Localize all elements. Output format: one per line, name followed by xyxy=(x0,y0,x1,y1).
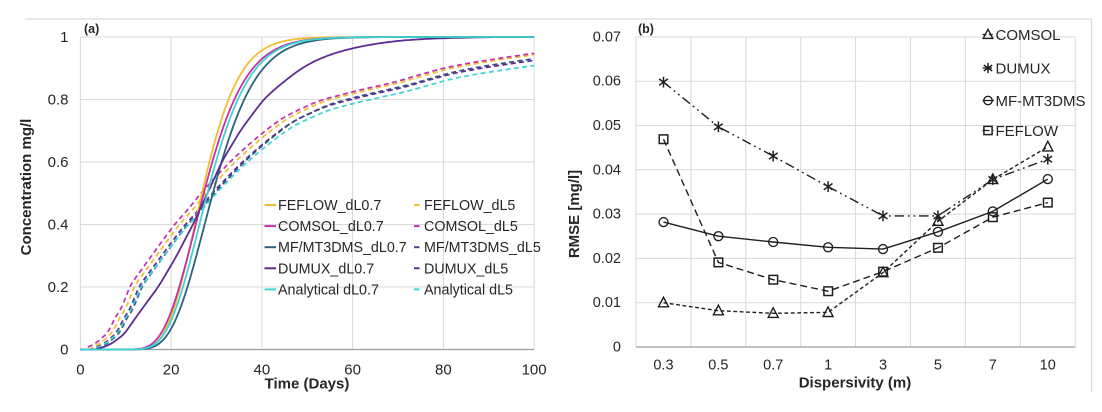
svg-text:0: 0 xyxy=(613,340,621,356)
svg-text:1: 1 xyxy=(60,29,68,46)
svg-text:0.04: 0.04 xyxy=(593,162,621,178)
svg-text:DUMUX: DUMUX xyxy=(996,61,1051,78)
svg-text:Time (Days): Time (Days) xyxy=(265,376,350,393)
svg-text:DUMUX_dL5: DUMUX_dL5 xyxy=(424,261,508,277)
svg-text:0.5: 0.5 xyxy=(708,358,728,374)
svg-text:COMSOL_dL5: COMSOL_dL5 xyxy=(424,219,518,235)
svg-text:Analytical dL5: Analytical dL5 xyxy=(424,282,513,298)
svg-text:0.6: 0.6 xyxy=(48,154,69,171)
svg-text:FEFLOW_dL5: FEFLOW_dL5 xyxy=(424,198,515,214)
svg-text:MF-MT3DMS: MF-MT3DMS xyxy=(996,93,1086,110)
svg-text:100: 100 xyxy=(522,362,547,379)
svg-text:(b): (b) xyxy=(638,22,654,36)
svg-text:20: 20 xyxy=(163,362,180,379)
svg-text:COMSOL: COMSOL xyxy=(996,27,1061,44)
svg-text:0.4: 0.4 xyxy=(48,217,69,234)
svg-text:0.02: 0.02 xyxy=(593,251,621,267)
svg-text:Dispersivity (m): Dispersivity (m) xyxy=(799,375,912,392)
svg-text:0.8: 0.8 xyxy=(48,92,69,109)
svg-text:5: 5 xyxy=(934,358,942,374)
svg-text:FEFLOW: FEFLOW xyxy=(996,123,1059,140)
svg-text:0.01: 0.01 xyxy=(593,295,621,311)
svg-text:FEFLOW_dL0.7: FEFLOW_dL0.7 xyxy=(278,198,381,214)
svg-text:0.07: 0.07 xyxy=(593,29,621,45)
svg-text:60: 60 xyxy=(344,362,361,379)
svg-text:(a): (a) xyxy=(84,22,99,36)
svg-text:1: 1 xyxy=(824,358,832,374)
svg-text:Analytical dL0.7: Analytical dL0.7 xyxy=(278,282,379,298)
svg-text:0.05: 0.05 xyxy=(593,118,621,134)
svg-text:DUMUX_dL0.7: DUMUX_dL0.7 xyxy=(278,261,374,277)
svg-text:0.7: 0.7 xyxy=(763,358,783,374)
svg-text:40: 40 xyxy=(254,362,271,379)
svg-text:MF/MT3DMS_dL0.7: MF/MT3DMS_dL0.7 xyxy=(278,240,407,256)
svg-text:0.3: 0.3 xyxy=(653,358,673,374)
svg-text:7: 7 xyxy=(989,358,997,374)
svg-text:0.2: 0.2 xyxy=(48,279,69,296)
svg-text:Concentration mg/l: Concentration mg/l xyxy=(18,119,35,256)
svg-text:10: 10 xyxy=(1040,358,1056,374)
svg-text:0.06: 0.06 xyxy=(593,74,621,90)
svg-text:3: 3 xyxy=(879,358,887,374)
svg-text:0: 0 xyxy=(76,362,84,379)
svg-text:80: 80 xyxy=(435,362,452,379)
svg-text:COMSOL_dL0.7: COMSOL_dL0.7 xyxy=(278,219,384,235)
svg-text:0.03: 0.03 xyxy=(593,207,621,223)
svg-text:MF/MT3DMS_dL5: MF/MT3DMS_dL5 xyxy=(424,240,541,256)
svg-text:0: 0 xyxy=(60,342,68,359)
svg-text:RMSE [mg/l]: RMSE [mg/l] xyxy=(566,170,583,258)
